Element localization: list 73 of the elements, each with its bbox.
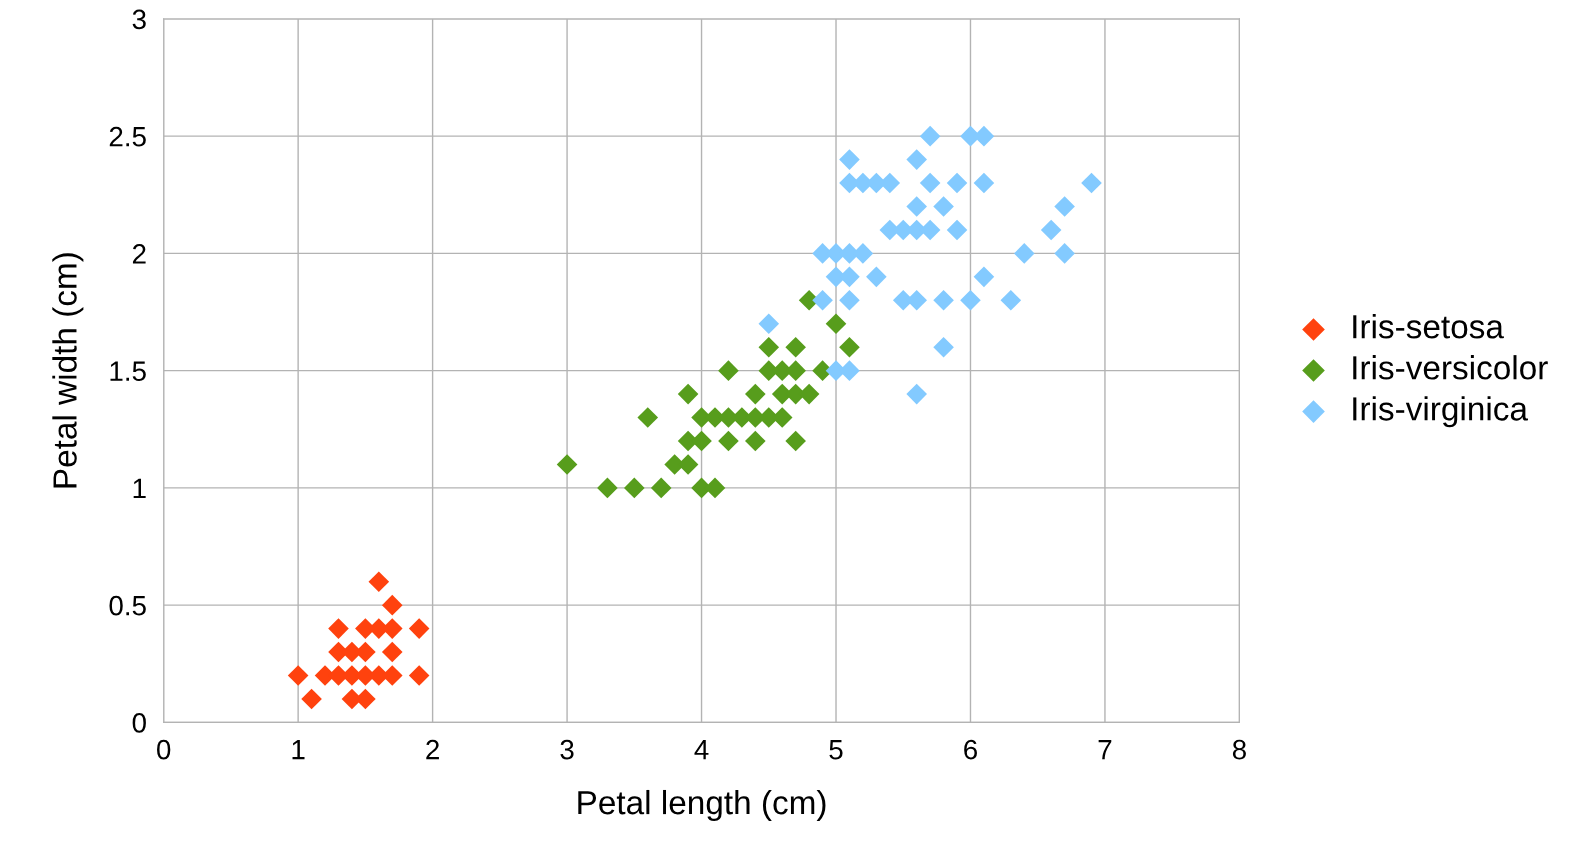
point <box>933 336 954 358</box>
x-tick-label: 1 <box>292 740 305 760</box>
point <box>1054 243 1075 264</box>
point <box>597 477 618 499</box>
point <box>287 665 309 686</box>
x-tick-label: 5 <box>829 740 843 760</box>
point <box>973 172 995 194</box>
legend-label: Iris-versicolor <box>1353 355 1548 380</box>
point <box>1081 172 1102 194</box>
legend-label: Iris-setosa <box>1353 314 1504 339</box>
y-tick-label: 0 <box>132 713 146 733</box>
point <box>906 196 927 217</box>
point <box>785 430 806 452</box>
point <box>906 383 927 405</box>
point <box>785 336 806 358</box>
point <box>933 290 954 311</box>
x-tick-label: 0 <box>157 739 171 760</box>
y-axis-title: Petal width (cm) <box>52 253 84 488</box>
x-tick-label: 4 <box>694 740 709 760</box>
point <box>758 336 780 358</box>
x-tick-label: 7 <box>1098 740 1112 760</box>
y-tick-label: 1 <box>133 478 146 498</box>
point <box>906 149 927 170</box>
point <box>919 172 941 194</box>
point <box>556 454 578 475</box>
x-tick-label: 6 <box>964 739 977 760</box>
point <box>718 430 739 452</box>
point <box>839 149 860 170</box>
point <box>839 290 860 311</box>
point <box>812 290 833 311</box>
point <box>758 313 780 335</box>
point <box>919 125 941 147</box>
point <box>355 688 376 710</box>
x-tick-label: 3 <box>560 739 574 760</box>
point <box>1013 243 1035 264</box>
x-tick-label: 2 <box>426 739 439 760</box>
point <box>825 313 847 335</box>
point <box>718 360 739 381</box>
point <box>677 383 699 405</box>
point <box>839 336 860 358</box>
point <box>1000 290 1022 311</box>
point <box>946 219 968 241</box>
y-tick-label: 2.5 <box>109 126 146 147</box>
y-tick-label: 0.5 <box>109 595 146 616</box>
point <box>624 477 645 499</box>
point <box>1054 196 1075 217</box>
point <box>973 266 995 288</box>
point <box>408 618 430 639</box>
x-tick-label: 8 <box>1232 739 1246 760</box>
point <box>381 641 403 663</box>
point <box>745 383 766 405</box>
point <box>691 430 712 452</box>
point <box>946 172 968 194</box>
y-tick-label: 1.5 <box>110 361 146 381</box>
point <box>1040 219 1062 241</box>
point <box>650 477 672 499</box>
point <box>745 430 766 452</box>
y-tick-label: 3 <box>132 9 146 30</box>
point <box>637 407 659 428</box>
point <box>355 641 376 663</box>
y-tick-label: 2 <box>132 244 146 264</box>
point <box>960 290 981 311</box>
point <box>301 688 322 710</box>
point <box>839 360 860 381</box>
legend-label: Iris-virginica <box>1353 396 1528 428</box>
point <box>866 266 887 288</box>
point <box>933 196 954 217</box>
point <box>839 266 860 288</box>
point <box>368 571 390 592</box>
point <box>328 618 349 639</box>
x-axis-title: Petal length (cm) <box>578 789 826 822</box>
point <box>408 665 430 686</box>
point <box>381 594 403 616</box>
